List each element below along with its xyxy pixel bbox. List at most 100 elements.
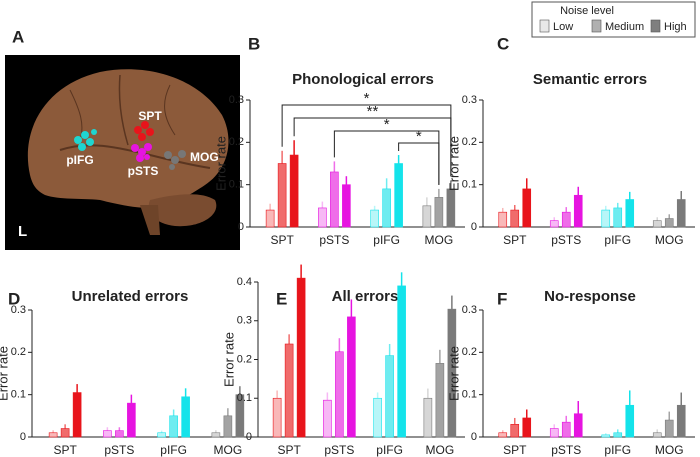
bar: [48, 432, 58, 438]
x-tick-label: pSTS: [104, 443, 134, 457]
bar: [522, 188, 532, 228]
bar: [613, 432, 623, 438]
bar: [510, 209, 520, 228]
significance-label: *: [416, 128, 422, 145]
legend-label: Medium: [605, 21, 644, 33]
y-axis-label: Error rate: [213, 136, 228, 191]
x-tick-label: SPT: [503, 443, 527, 457]
bar: [72, 392, 82, 438]
legend-title: Noise level: [560, 5, 614, 17]
panel-letter: C: [497, 34, 509, 53]
chart-title: Phonological errors: [292, 71, 434, 88]
bar: [423, 397, 433, 438]
x-tick-label: SPT: [277, 443, 301, 457]
chart-title: Unrelated errors: [72, 288, 189, 305]
x-tick-label: pIFG: [373, 233, 400, 247]
bar: [157, 432, 166, 438]
x-tick-label: pIFG: [160, 443, 187, 457]
panel-letter: E: [276, 289, 287, 308]
bar: [318, 207, 327, 228]
bar: [613, 207, 623, 228]
bar: [510, 423, 520, 438]
bar: [664, 218, 674, 228]
bar: [652, 220, 662, 228]
y-axis-label: Error rate: [0, 346, 10, 401]
y-tick-label: 0.4: [237, 276, 252, 288]
bar: [330, 171, 339, 228]
brain-label: SPT: [138, 109, 162, 123]
bar: [382, 188, 391, 228]
panel-letter: A: [12, 27, 24, 46]
y-tick-label: 0.2: [237, 353, 252, 365]
bar: [601, 209, 611, 228]
x-tick-label: MOG: [426, 443, 455, 457]
brain-label: pIFG: [66, 153, 93, 167]
bar: [522, 417, 532, 438]
y-tick-label: 0: [238, 221, 244, 233]
y-tick-label: 0.3: [462, 304, 477, 316]
bar: [573, 413, 583, 438]
y-tick-label: 0.2: [11, 346, 26, 358]
hemisphere-label: L: [18, 223, 27, 240]
y-tick-label: 0.2: [229, 136, 244, 148]
y-tick-label: 0.2: [462, 346, 477, 358]
y-tick-label: 0.2: [462, 136, 477, 148]
bar: [385, 355, 394, 438]
legend-box: [531, 1, 696, 38]
bar: [272, 397, 282, 438]
bar: [394, 163, 403, 228]
significance-label: *: [384, 116, 390, 133]
brain-label: pSTS: [128, 164, 159, 178]
x-tick-label: pIFG: [376, 443, 403, 457]
y-tick-label: 0: [471, 221, 477, 233]
significance-bracket: [293, 117, 452, 177]
significance-bracket: [398, 142, 440, 185]
bar: [446, 188, 456, 228]
chart-title: Semantic errors: [533, 71, 647, 88]
x-tick-label: SPT: [270, 233, 294, 247]
y-tick-label: 0: [246, 431, 252, 443]
bar: [435, 363, 445, 438]
brain: [27, 69, 229, 235]
x-tick-label: SPT: [53, 443, 77, 457]
x-tick-label: pSTS: [324, 443, 354, 457]
panel-letter: B: [248, 34, 260, 53]
bar: [277, 163, 287, 228]
bar: [561, 211, 571, 228]
bar: [561, 421, 571, 438]
bar: [223, 415, 233, 438]
bar: [284, 343, 294, 438]
bar: [289, 154, 299, 228]
x-tick-label: pIFG: [604, 233, 631, 247]
bar: [335, 351, 344, 438]
legend-label: High: [664, 21, 687, 33]
bar: [342, 184, 351, 228]
y-tick-label: 0.1: [229, 179, 244, 191]
bar: [370, 209, 379, 228]
x-tick-label: SPT: [503, 233, 527, 247]
bar: [601, 434, 611, 438]
bar: [60, 428, 70, 438]
y-tick-label: 0: [471, 431, 477, 443]
bar: [422, 205, 432, 228]
legend-label: Low: [553, 21, 573, 33]
bar: [664, 419, 674, 438]
bar: [447, 308, 457, 438]
y-tick-label: 0.1: [462, 389, 477, 401]
x-tick-label: MOG: [425, 233, 454, 247]
legend-swatch: [591, 19, 602, 33]
bar: [676, 404, 686, 438]
panel-letter: F: [497, 289, 507, 308]
chart-title: All errors: [332, 288, 399, 305]
y-tick-label: 0.1: [462, 179, 477, 191]
x-tick-label: pSTS: [551, 443, 581, 457]
bar: [169, 415, 178, 438]
y-tick-label: 0.3: [11, 304, 26, 316]
bar: [498, 211, 508, 228]
y-tick-label: 0: [20, 431, 26, 443]
y-tick-label: 0.1: [237, 392, 252, 404]
x-tick-label: MOG: [655, 233, 684, 247]
bar: [498, 432, 508, 438]
y-axis-label: Error rate: [446, 346, 461, 401]
